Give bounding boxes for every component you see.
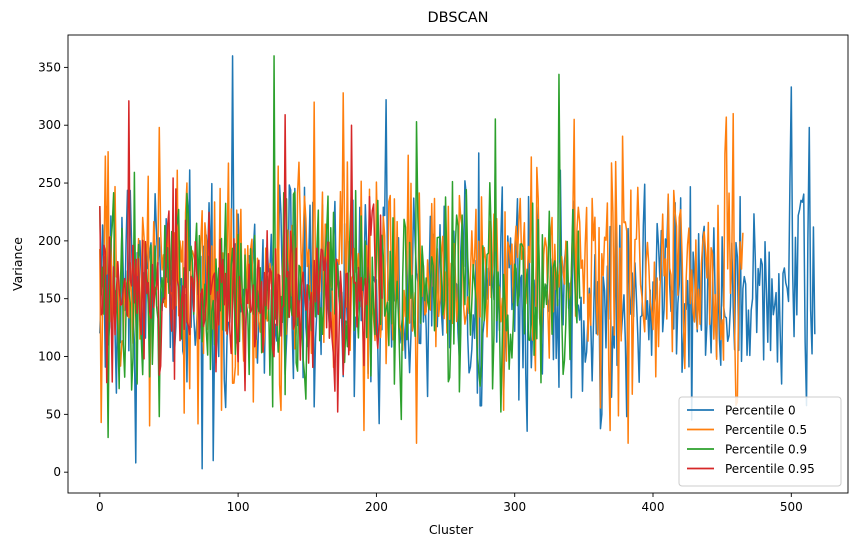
- x-tick-label: 300: [503, 500, 526, 514]
- y-tick-label: 350: [38, 60, 61, 74]
- y-axis-label: Variance: [10, 237, 25, 291]
- x-tick-label: 400: [642, 500, 665, 514]
- legend-label-3: Percentile 0.9: [725, 443, 807, 457]
- y-tick-label: 300: [38, 118, 61, 132]
- y-tick-label: 200: [38, 234, 61, 248]
- series-line-4: [99, 100, 383, 413]
- legend-box: [678, 396, 842, 487]
- y-tick-label: 50: [46, 407, 61, 421]
- x-tick-label: 500: [780, 500, 803, 514]
- x-tick-label: 100: [227, 500, 250, 514]
- x-axis: 0 100 200 300 400 500: [96, 493, 803, 514]
- y-tick-label: 150: [38, 292, 61, 306]
- x-axis-label: Cluster: [429, 522, 474, 537]
- legend-label-2: Percentile 0.5: [725, 423, 807, 437]
- y-tick-label: 250: [38, 176, 61, 190]
- series-layer: [99, 55, 816, 470]
- legend-label-1: Percentile 0: [725, 404, 796, 418]
- plot-frame: [67, 34, 849, 494]
- chart-title: DBSCAN: [428, 10, 489, 26]
- y-tick-label: 0: [53, 465, 61, 479]
- legend-label-4: Percentile 0.95: [725, 462, 815, 476]
- x-tick-label: 200: [365, 500, 388, 514]
- y-tick-label: 100: [38, 350, 61, 364]
- x-tick-label: 0: [96, 500, 104, 514]
- y-axis: 0 50 100 150 200 250 300 350: [38, 60, 68, 479]
- legend: Percentile 0 Percentile 0.5 Percentile 0.9…: [678, 396, 842, 487]
